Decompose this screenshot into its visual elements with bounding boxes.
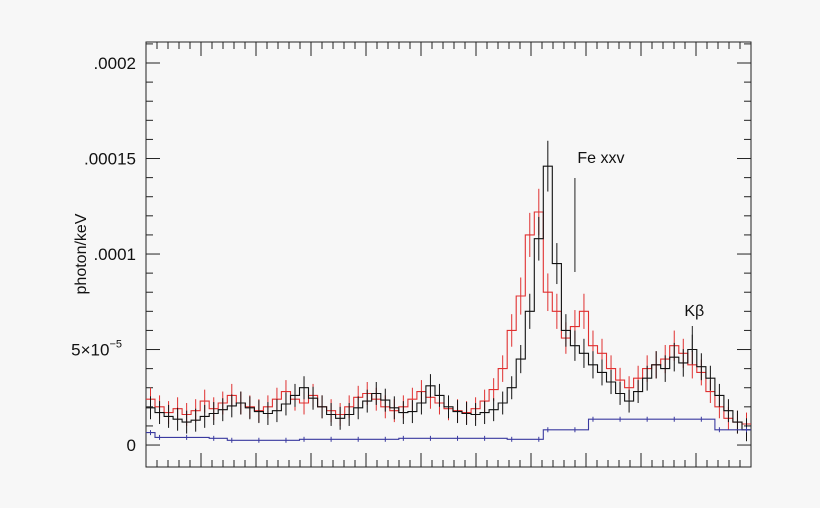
y-tick-label: .00015 <box>84 150 136 169</box>
series-black-line <box>146 165 751 431</box>
annotation-kbeta: Kβ <box>684 303 704 320</box>
y-tick-label: .0002 <box>93 54 136 73</box>
y-tick-exponent: −5 <box>109 339 122 351</box>
series-blue-line <box>146 418 751 441</box>
tick-marks <box>145 42 752 467</box>
y-axis-label: photon/keV <box>73 213 90 294</box>
y-tick-labels: 0 5×10−5 .0001 .00015 .0002 <box>71 54 136 455</box>
series-layer <box>146 140 751 443</box>
annotation-layer: Fe xxv Kβ <box>574 150 704 352</box>
annotation-fe-xxv: Fe xxv <box>577 150 624 167</box>
y-tick-label: .0001 <box>93 245 136 264</box>
y-tick-label: 5×10−5 <box>71 339 122 360</box>
y-tick-label: 0 <box>127 436 136 455</box>
series-red-line <box>146 211 751 425</box>
